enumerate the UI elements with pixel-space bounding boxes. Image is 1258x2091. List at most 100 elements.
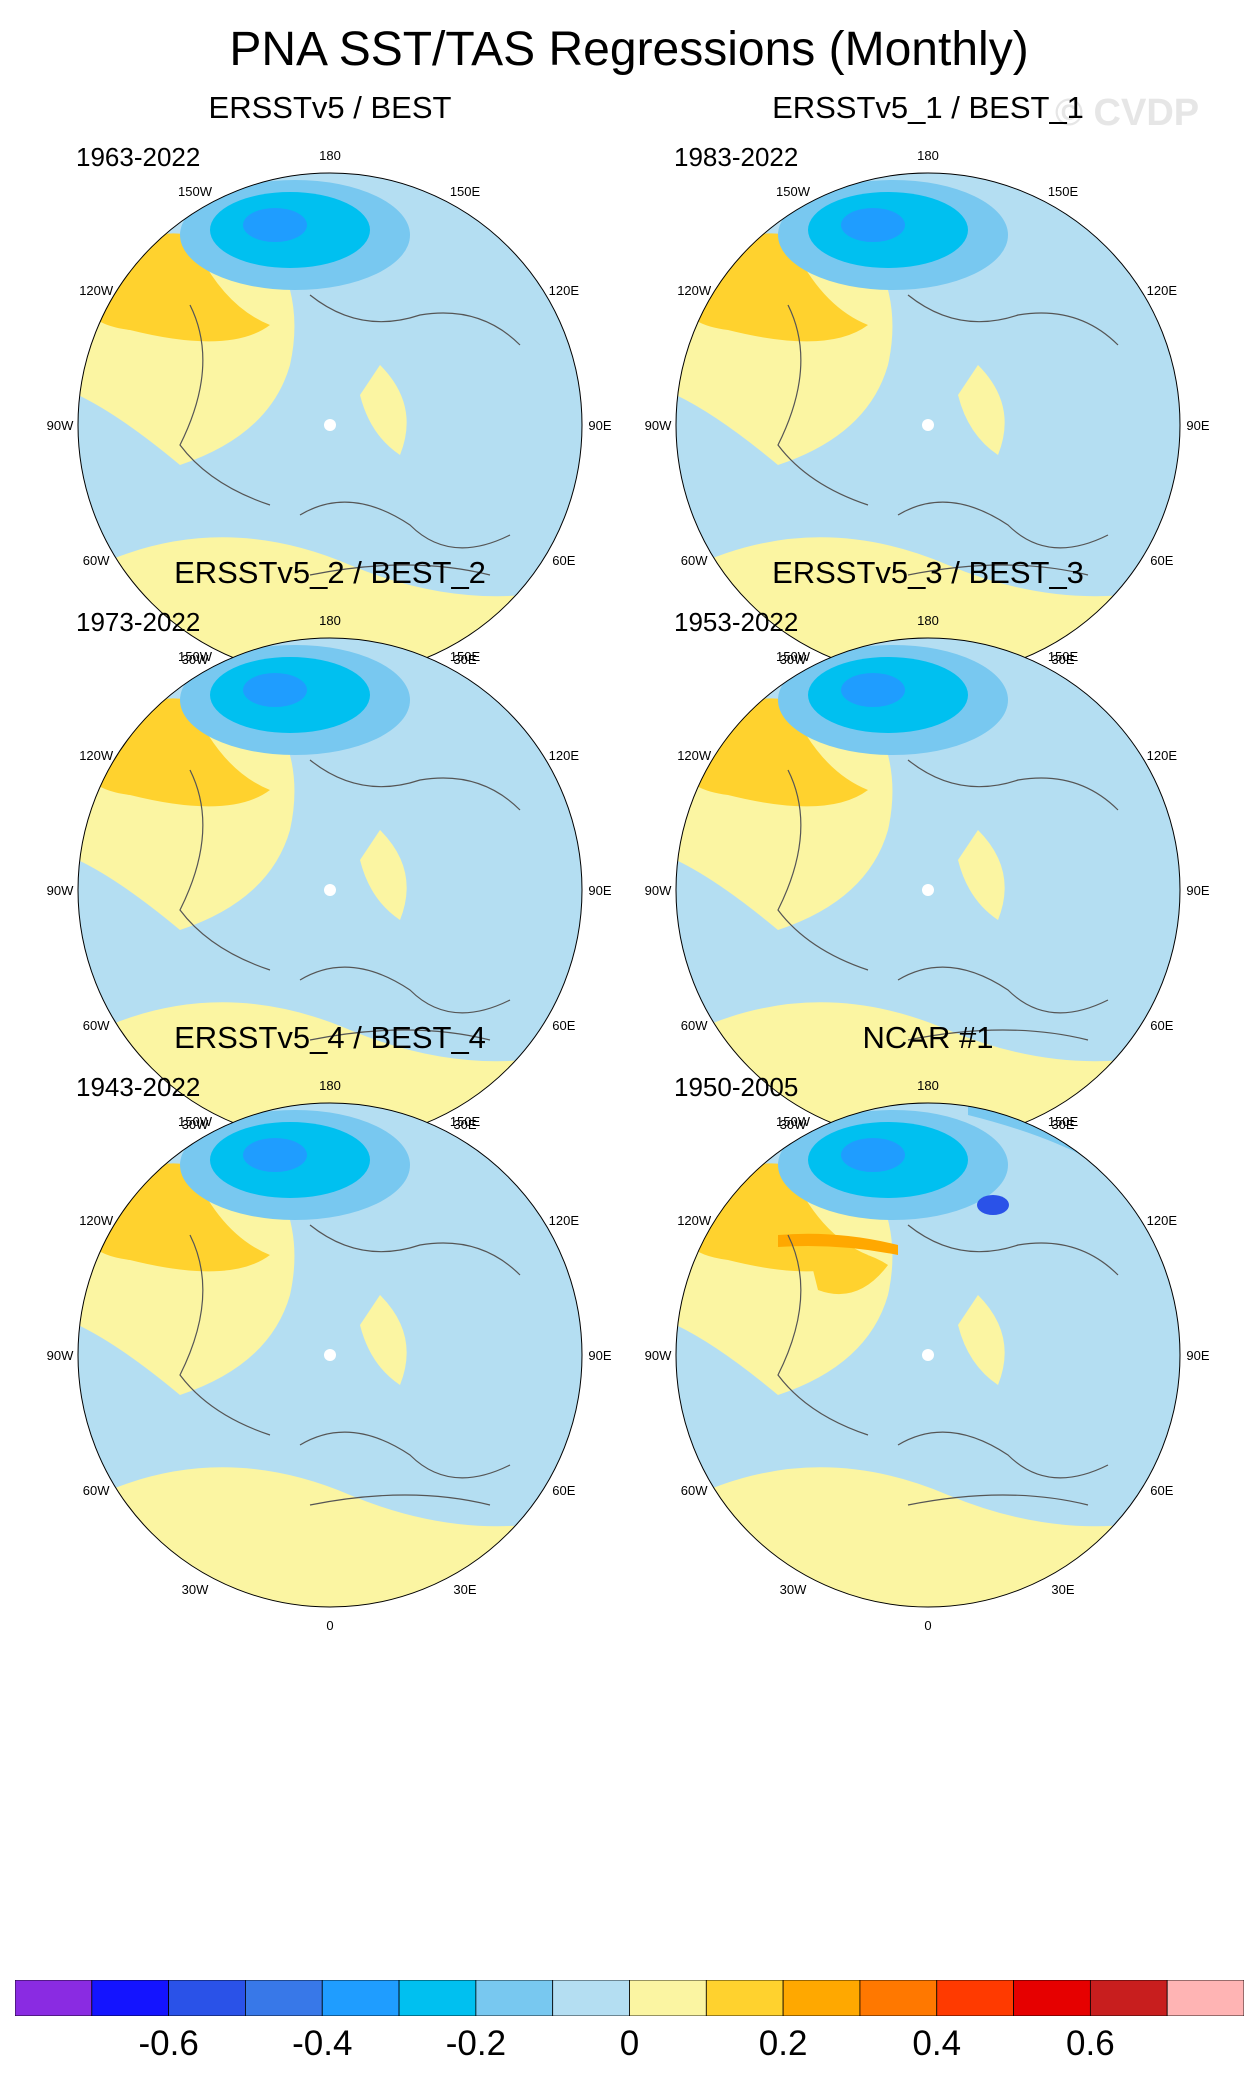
lon-label-left: 90W [47, 883, 74, 898]
colorbar-tick-label: -0.4 [292, 2024, 353, 2063]
map-panel-4: ERSSTv5_3 / BEST_3 1953-2022 180 150E 120E 90… [598, 555, 1228, 1175]
lon-label-upper_right: 120E [549, 1213, 580, 1228]
colorbar-swatch [168, 1980, 246, 2016]
lon-label-lower_right: 60E [1150, 1483, 1173, 1498]
lon-label-top: 180 [319, 1078, 341, 1093]
lon-label-top_left: 150W [178, 184, 213, 199]
lon-label-bottom: 0 [924, 1618, 931, 1633]
warm-anomaly-arctic [958, 1295, 1005, 1385]
colorbar-swatch [936, 1980, 1014, 2016]
warm-anomaly-south [78, 537, 582, 677]
colorbar-tick-label: 0 [619, 2024, 640, 2063]
cold-anomaly-core [841, 1138, 905, 1172]
ncar-cold-spot [977, 1195, 1009, 1215]
lon-label-upper_right: 120E [1147, 748, 1178, 763]
map-panel-5: ERSSTv5_4 / BEST_4 1943-2022 180 150E 120E 90… [0, 1020, 630, 1640]
lon-label-bottom_right: 30E [453, 1117, 476, 1132]
lon-label-upper_right: 120E [1147, 1213, 1178, 1228]
lon-label-lower_left: 60W [83, 1483, 110, 1498]
lon-label-top_right: 150E [450, 1114, 481, 1129]
map-panel-1: ERSSTv5 / BEST 1963-2022 180 150E 120E 90E 60E… [0, 90, 630, 710]
lon-label-lower_left: 60W [83, 1018, 110, 1033]
lon-label-upper_left: 120W [677, 748, 712, 763]
colorbar-tick-label: -0.6 [138, 2024, 199, 2063]
warm-anomaly-south [676, 1467, 1180, 1607]
figure-title: PNA SST/TAS Regressions (Monthly) [229, 23, 1029, 76]
colorbar-ticks: -0.6 -0.4 -0.2 0 0.2 0.4 0.6 [15, 2024, 1244, 2074]
coastlines [777, 1224, 1119, 1506]
pole-marker [324, 419, 336, 431]
lon-label-upper_right: 120E [1147, 283, 1178, 298]
lon-label-lower_left: 60W [681, 1018, 708, 1033]
cold-anomaly-core [841, 208, 905, 242]
pole-marker [324, 1349, 336, 1361]
ncar-gold-patch [808, 1249, 888, 1295]
lon-label-lower_left: 60W [83, 553, 110, 568]
colorbar [15, 1980, 1244, 2016]
lon-label-top: 180 [319, 613, 341, 628]
colorbar-swatch [629, 1980, 707, 2016]
coastlines [777, 294, 1119, 576]
pole-marker [922, 1349, 934, 1361]
map-panel-2: ERSSTv5_1 / BEST_1 1983-2022 180 150E 120E 90… [598, 90, 1228, 710]
lon-label-bottom_right: 30E [1051, 1117, 1074, 1132]
lon-label-upper_right: 120E [549, 748, 580, 763]
lon-label-bottom_right: 30E [453, 1582, 476, 1597]
colorbar-swatch [475, 1980, 554, 2016]
lon-label-upper_left: 120W [79, 1213, 114, 1228]
lon-label-lower_left: 60W [681, 1483, 708, 1498]
lon-label-lower_right: 60E [1150, 1018, 1173, 1033]
lon-label-top_right: 150E [450, 184, 481, 199]
lon-label-left: 90W [47, 1348, 74, 1363]
lon-label-lower_right: 60E [1150, 553, 1173, 568]
lon-label-left: 90W [645, 883, 672, 898]
lon-label-bottom_left: 30W [780, 1582, 807, 1597]
colorbar-swatch [15, 1980, 93, 2016]
pole-marker [324, 884, 336, 896]
lon-label-lower_right: 60E [552, 1483, 575, 1498]
coastlines [179, 1224, 521, 1506]
lon-label-top_left: 150W [178, 649, 213, 664]
colorbar-swatch [782, 1980, 861, 2016]
warm-anomaly-arctic [360, 830, 407, 920]
panel-years: 1963-2022 [76, 142, 201, 172]
cold-anomaly-core [243, 673, 307, 707]
pole-marker [922, 884, 934, 896]
lon-label-right: 90E [588, 1348, 611, 1363]
lon-label-bottom_left: 30W [182, 1582, 209, 1597]
lon-label-bottom_right: 30E [1051, 652, 1074, 667]
lon-label-right: 90E [588, 883, 611, 898]
coastlines [179, 759, 521, 1041]
ncar-cold-east [968, 1105, 1180, 1235]
map-panel-3: ERSSTv5_2 / BEST_2 1973-2022 180 150E 120E 90… [0, 555, 630, 1175]
panel-title: ERSSTv5_1 / BEST_1 [772, 90, 1084, 125]
colorbar-tick-label: 0.2 [758, 2024, 808, 2063]
lon-label-bottom_right: 30E [1051, 1582, 1074, 1597]
warm-anomaly-arctic [958, 365, 1005, 455]
warm-anomaly-arctic [360, 1295, 407, 1385]
warm-anomaly-arctic [360, 365, 407, 455]
lon-label-top_left: 150W [178, 1114, 213, 1129]
colorbar-tick-label: -0.2 [445, 2024, 507, 2063]
lon-label-lower_left: 60W [681, 553, 708, 568]
panel-years: 1943-2022 [76, 1072, 201, 1102]
panel-years: 1953-2022 [674, 607, 799, 637]
map-border [675, 1102, 1181, 1608]
cold-anomaly-core [243, 208, 307, 242]
pole-marker [922, 419, 934, 431]
panel-title: ERSSTv5 / BEST [208, 90, 452, 125]
lon-label-top: 180 [917, 148, 939, 163]
lon-label-lower_right: 60E [552, 553, 575, 568]
lon-label-right: 90E [1186, 883, 1209, 898]
colorbar-swatch [91, 1980, 170, 2016]
colorbar-swatch [859, 1980, 938, 2016]
lon-label-top_right: 150E [1048, 1114, 1079, 1129]
lon-label-top_right: 150E [1048, 649, 1079, 664]
colorbar-swatch [321, 1980, 400, 2016]
warm-anomaly-south [78, 1467, 582, 1607]
panel-title: ERSSTv5_4 / BEST_4 [174, 1020, 486, 1055]
